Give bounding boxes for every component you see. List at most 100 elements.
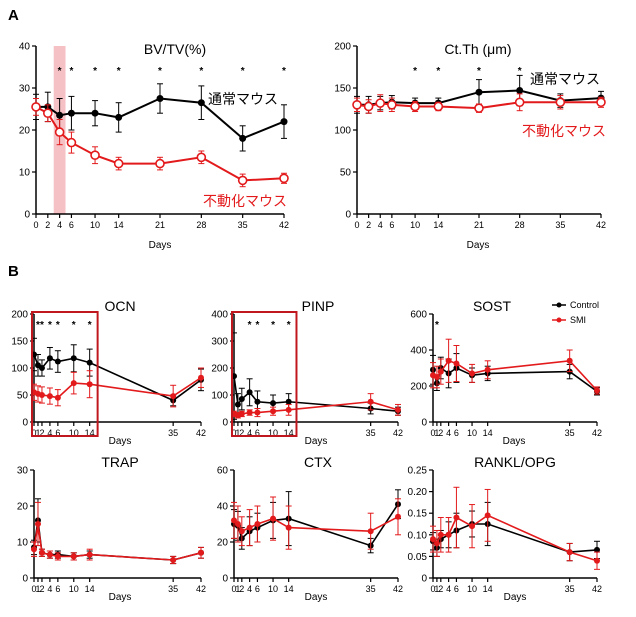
data-point-treated bbox=[594, 387, 600, 394]
panel-label-a: A bbox=[8, 7, 19, 24]
data-point-treated bbox=[54, 394, 61, 401]
x-tick-label: 28 bbox=[515, 220, 525, 230]
x-tick-label: 2 bbox=[39, 428, 44, 438]
x-tick-label: 1 bbox=[235, 584, 240, 594]
x-tick-label: 42 bbox=[393, 428, 403, 438]
chart-sost: SOST Days Control SMI 0 200 400 600 012 4 6 10 1… bbox=[410, 298, 602, 447]
significance-marker: * bbox=[158, 66, 162, 77]
y-tick-label: 150 bbox=[11, 337, 28, 348]
x-tick-label: 21 bbox=[155, 220, 165, 230]
y-tick-label: 0 bbox=[22, 574, 28, 585]
x-tick-label: 0 bbox=[430, 428, 435, 438]
y-tick-label: 40 bbox=[217, 502, 229, 513]
data-point-treated bbox=[566, 357, 573, 364]
y-tick-label: 300 bbox=[211, 337, 228, 348]
data-point-treated bbox=[113, 158, 124, 169]
y-tick-label: 0.05 bbox=[408, 552, 428, 563]
legend-control-label: Control bbox=[570, 300, 599, 310]
y-tick-label: 20 bbox=[217, 538, 229, 549]
y-tick-label: 200 bbox=[410, 382, 427, 393]
x-tick-label: 2 bbox=[438, 428, 443, 438]
x-tick-label: 42 bbox=[592, 428, 602, 438]
x-tick-label: 42 bbox=[592, 584, 602, 594]
x-tick-label: 0 bbox=[33, 220, 38, 230]
x-tick-label: 10 bbox=[268, 428, 278, 438]
data-point-control bbox=[115, 113, 123, 121]
y-tick-label: 10 bbox=[19, 168, 31, 179]
data-point-treated bbox=[594, 557, 600, 564]
significance-marker: * bbox=[477, 66, 481, 77]
x-tick-label: 1 bbox=[434, 584, 439, 594]
x-tick-label: 0 bbox=[31, 428, 36, 438]
annotation-control: 通常マウス bbox=[208, 91, 278, 107]
data-point-treated bbox=[90, 150, 100, 160]
data-point-treated bbox=[38, 549, 45, 556]
x-tick-label: 35 bbox=[238, 220, 248, 230]
y-tick-label: 30 bbox=[19, 84, 31, 95]
x-axis-label: Days bbox=[305, 436, 328, 447]
significance-marker: * bbox=[117, 66, 121, 77]
y-tick-label: 60 bbox=[217, 466, 229, 477]
x-tick-label: 2 bbox=[366, 220, 371, 230]
series-line-treated bbox=[432, 514, 598, 562]
y-tick-label: 40 bbox=[19, 42, 31, 53]
x-tick-label: 14 bbox=[433, 220, 443, 230]
data-point-control bbox=[67, 109, 75, 117]
x-tick-label: 14 bbox=[85, 428, 95, 438]
x-tick-label: 35 bbox=[565, 428, 575, 438]
y-tick-label: 400 bbox=[211, 310, 228, 321]
panel-label-b: B bbox=[8, 263, 19, 280]
x-tick-label: 4 bbox=[247, 428, 252, 438]
x-tick-label: 6 bbox=[55, 428, 60, 438]
y-tick-label: 0 bbox=[24, 210, 30, 221]
significance-marker: * bbox=[282, 66, 286, 77]
significance-marker: * bbox=[241, 66, 245, 77]
data-point-treated bbox=[363, 101, 374, 112]
y-tick-label: 0.15 bbox=[408, 509, 428, 520]
y-tick-label: 100 bbox=[211, 391, 228, 402]
data-point-control bbox=[246, 389, 253, 396]
significance-marker: * bbox=[40, 320, 44, 331]
annotation-control: 通常マウス bbox=[530, 71, 600, 87]
series-line-treated bbox=[33, 377, 202, 399]
data-point-treated bbox=[555, 97, 566, 108]
x-tick-label: 4 bbox=[378, 220, 383, 230]
data-point-treated bbox=[469, 370, 476, 377]
x-tick-label: 35 bbox=[168, 584, 178, 594]
series-line-treated bbox=[356, 101, 601, 110]
data-point-treated bbox=[433, 540, 440, 547]
data-point-treated bbox=[238, 410, 245, 417]
y-tick-label: 50 bbox=[340, 168, 352, 179]
data-point-control bbox=[38, 365, 45, 371]
data-point-treated bbox=[375, 98, 386, 108]
significance-marker: * bbox=[436, 66, 440, 77]
x-tick-label: 42 bbox=[196, 584, 206, 594]
data-point-control bbox=[270, 400, 277, 407]
x-tick-label: 14 bbox=[114, 220, 124, 230]
significance-marker: * bbox=[88, 320, 92, 331]
data-point-treated bbox=[46, 393, 53, 400]
data-point-control bbox=[56, 111, 64, 119]
chart-trap: TRAP Days 0 10 20 30 012 4 6 10 14 35 42 bbox=[17, 454, 206, 603]
data-point-treated bbox=[270, 515, 277, 522]
x-axis-label: Days bbox=[149, 240, 172, 251]
y-tick-label: 0 bbox=[222, 574, 228, 585]
significance-marker: * bbox=[72, 320, 76, 331]
y-tick-label: 50 bbox=[17, 391, 29, 402]
x-tick-label: 6 bbox=[69, 220, 74, 230]
annotation-treated: 不動化マウス bbox=[522, 123, 606, 139]
x-tick-label: 35 bbox=[565, 584, 575, 594]
y-tick-label: 200 bbox=[11, 310, 28, 321]
legend-treated-marker bbox=[556, 317, 562, 323]
y-tick-label: 20 bbox=[19, 126, 31, 137]
significance-marker: * bbox=[36, 320, 40, 331]
data-point-treated bbox=[234, 521, 241, 527]
y-tick-label: 0.25 bbox=[408, 466, 428, 477]
annotation-treated: 不動化マウス bbox=[203, 193, 287, 209]
x-tick-label: 42 bbox=[596, 220, 606, 230]
y-tick-label: 0 bbox=[421, 418, 427, 429]
significance-marker: * bbox=[255, 320, 259, 331]
